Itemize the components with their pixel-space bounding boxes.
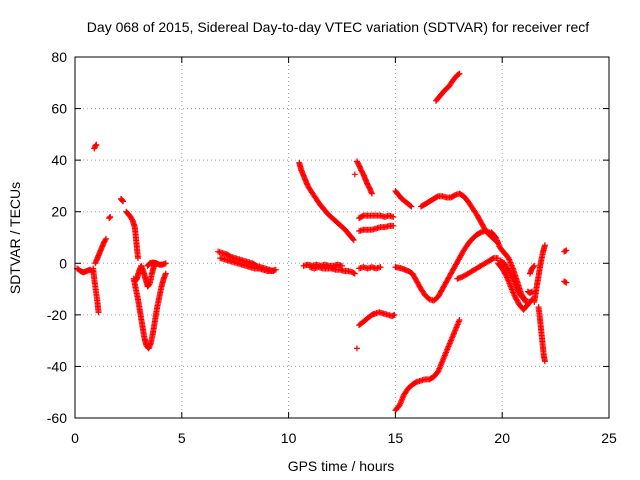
y-tick-label: 60 [51, 101, 67, 117]
data-point [102, 235, 109, 242]
data-point [95, 309, 102, 316]
data-point [339, 262, 345, 269]
data-point [456, 70, 463, 77]
data-point [562, 278, 569, 285]
data-point [102, 237, 109, 244]
data-point [509, 274, 516, 281]
data-point [107, 213, 114, 220]
x-axis-label: GPS time / hours [288, 458, 395, 474]
data-point [272, 266, 279, 273]
y-tick-label: 20 [51, 204, 67, 220]
data-point [368, 190, 375, 197]
data-point [522, 296, 529, 303]
data-point [541, 358, 548, 365]
data-point [353, 345, 360, 352]
data-point [350, 237, 357, 244]
data-point [120, 198, 127, 205]
data-point [390, 312, 397, 319]
data-point [563, 279, 570, 286]
axis-ticks: 0 5 10 15 20 25 -60 -40 -20 0 20 40 60 80 [47, 49, 617, 446]
data-point [562, 248, 569, 255]
y-tick-label: 40 [51, 152, 67, 168]
data-point [135, 255, 142, 262]
data-point [162, 270, 169, 277]
data-point [391, 311, 398, 318]
data-point [531, 262, 538, 269]
plot-border [74, 56, 610, 419]
y-tick-label: 80 [51, 49, 67, 65]
x-tick-label: 20 [494, 430, 510, 446]
data-point [349, 236, 356, 243]
x-tick-label: 0 [71, 430, 79, 446]
data-point [377, 264, 384, 271]
data-point [521, 295, 528, 302]
x-tick-label: 15 [388, 430, 404, 446]
data-point [351, 270, 358, 277]
chart-title: Day 068 of 2015, Sidereal Day-to-day VTE… [87, 19, 589, 35]
data-point [456, 317, 463, 324]
data-point [541, 242, 548, 249]
y-tick-label: -20 [47, 307, 67, 323]
data-points [74, 70, 570, 414]
y-tick-label: -40 [47, 358, 67, 374]
data-point [563, 247, 570, 254]
y-axis-label: SDTVAR / TECUs [7, 182, 23, 294]
x-tick-label: 10 [281, 430, 297, 446]
y-tick-label: -60 [47, 410, 67, 426]
data-point [350, 269, 357, 276]
data-point [390, 222, 397, 229]
data-point [93, 141, 100, 148]
x-tick-label: 5 [178, 430, 186, 446]
data-point [390, 213, 397, 220]
data-point [408, 203, 415, 210]
y-tick-label: 0 [59, 255, 67, 271]
x-tick-label: 25 [601, 430, 617, 446]
data-point [455, 71, 462, 78]
data-point [407, 202, 414, 209]
data-point [351, 171, 358, 178]
data-point [530, 263, 537, 270]
data-point [162, 260, 169, 267]
